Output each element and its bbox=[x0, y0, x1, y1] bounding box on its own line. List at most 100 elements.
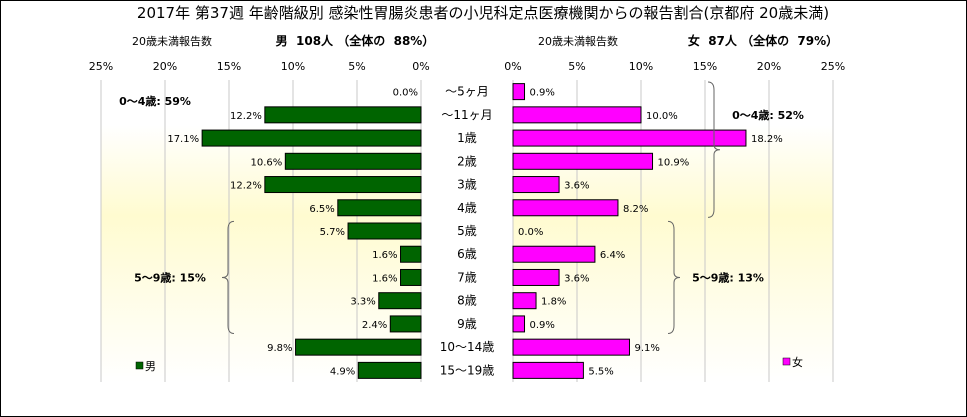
right-tick-label: 5% bbox=[568, 60, 585, 73]
male-bar bbox=[284, 152, 422, 170]
male-bar bbox=[201, 129, 422, 147]
category-label: 8歳 bbox=[457, 294, 477, 308]
right-header-label: 20歳未満報告数 bbox=[538, 35, 618, 48]
category-label: 10～14歳 bbox=[440, 340, 495, 354]
female-bar bbox=[512, 106, 642, 124]
female-group-brace bbox=[707, 81, 721, 218]
category-label: 6歳 bbox=[457, 247, 477, 261]
female-value-label: 0.9% bbox=[530, 320, 555, 331]
male-value-label: 5.7% bbox=[320, 227, 345, 238]
male-bar bbox=[264, 106, 422, 124]
male-bar bbox=[400, 268, 422, 286]
female-group-brace bbox=[667, 220, 681, 335]
axis-ticks: 25% 20% 15% 10% 5% 0% 0% 5% 10% 15% 20% 25% bbox=[89, 60, 845, 73]
male-bar bbox=[357, 361, 422, 379]
female-value-label: 9.1% bbox=[634, 343, 659, 354]
male-value-label: 6.5% bbox=[309, 204, 334, 215]
left-header-summary: 男 108人 （全体の 88%） bbox=[276, 33, 435, 48]
male-value-label: 9.8% bbox=[267, 343, 292, 354]
male-value-label: 12.2% bbox=[230, 181, 262, 192]
female-group-label: 0～4歳: 52% bbox=[732, 108, 804, 122]
female-value-label: 3.6% bbox=[564, 181, 589, 192]
category-label: ～11ヶ月 bbox=[441, 108, 492, 122]
category-label: 15～19歳 bbox=[440, 363, 495, 377]
right-header-summary: 女 87人 （全体の 79%） bbox=[688, 33, 838, 48]
female-value-label: 6.4% bbox=[600, 250, 625, 261]
category-label: 3歳 bbox=[457, 178, 477, 192]
group-annotations: 0～4歳: 59% 5～9歳: 15% 0～4歳: 52% 5～9歳: 13% bbox=[119, 81, 804, 335]
male-legend-swatch bbox=[135, 361, 144, 370]
left-tick-label: 5% bbox=[348, 60, 365, 73]
female-legend-label: 女 bbox=[792, 355, 803, 369]
category-label: 4歳 bbox=[457, 201, 477, 215]
female-value-label: 0.9% bbox=[530, 88, 555, 99]
right-tick-label: 15% bbox=[693, 60, 717, 73]
female-value-label: 1.8% bbox=[541, 297, 566, 308]
left-tick-label: 0% bbox=[412, 60, 429, 73]
female-bar bbox=[512, 315, 526, 333]
male-legend-label: 男 bbox=[145, 360, 156, 373]
left-tick-label: 10% bbox=[281, 60, 305, 73]
value-labels: 0.0% 12.2% 17.1% 10.6% 12.2% 6.5% 5.7% 1.6% 1.6%… bbox=[167, 88, 782, 378]
female-value-label: 10.0% bbox=[646, 111, 678, 122]
male-bar bbox=[400, 245, 422, 263]
male-value-label: 12.2% bbox=[230, 111, 262, 122]
female-bar bbox=[512, 199, 619, 217]
right-tick-label: 25% bbox=[821, 60, 845, 73]
female-bar bbox=[512, 361, 584, 379]
female-bar bbox=[512, 176, 560, 194]
category-label: 7歳 bbox=[457, 270, 477, 284]
right-tick-label: 0% bbox=[504, 60, 521, 73]
female-bar bbox=[512, 338, 630, 356]
male-bar bbox=[347, 222, 422, 240]
female-value-label: 3.6% bbox=[564, 273, 589, 284]
left-tick-label: 15% bbox=[217, 60, 241, 73]
female-value-label: 8.2% bbox=[623, 204, 648, 215]
category-label: 1歳 bbox=[457, 131, 477, 145]
male-bar bbox=[378, 292, 422, 310]
female-bar bbox=[512, 129, 747, 147]
male-group-brace bbox=[221, 220, 235, 335]
male-value-label: 3.3% bbox=[350, 297, 375, 308]
female-bar bbox=[512, 83, 526, 101]
female-value-label: 0.0% bbox=[518, 227, 543, 238]
female-value-label: 10.9% bbox=[658, 157, 690, 168]
category-label: 5歳 bbox=[457, 224, 477, 238]
male-value-label: 2.4% bbox=[362, 320, 387, 331]
male-bar bbox=[264, 176, 422, 194]
female-group-label: 5～9歳: 13% bbox=[692, 270, 764, 284]
male-group-label: 5～9歳: 15% bbox=[134, 270, 206, 284]
left-tick-label: 20% bbox=[153, 60, 177, 73]
female-value-label: 18.2% bbox=[751, 134, 783, 145]
male-group-label: 0～4歳: 59% bbox=[119, 94, 191, 108]
legends: 男女 bbox=[135, 355, 803, 373]
female-bar bbox=[512, 152, 654, 170]
right-tick-label: 10% bbox=[629, 60, 653, 73]
female-bar bbox=[512, 245, 596, 263]
chart-title: 2017年 第37週 年齢階級別 感染性胃腸炎患者の小児科定点医療機関からの報告… bbox=[137, 4, 829, 22]
category-label: ～5ヶ月 bbox=[445, 85, 489, 99]
male-value-label: 0.0% bbox=[393, 88, 418, 99]
female-bar bbox=[512, 292, 537, 310]
left-tick-label: 25% bbox=[89, 60, 113, 73]
male-bar bbox=[337, 199, 422, 217]
female-legend-swatch bbox=[782, 357, 791, 366]
male-value-label: 10.6% bbox=[251, 157, 283, 168]
female-bar bbox=[512, 268, 560, 286]
bars bbox=[201, 83, 747, 379]
category-label: 2歳 bbox=[457, 154, 477, 168]
male-value-label: 17.1% bbox=[167, 134, 199, 145]
male-value-label: 4.9% bbox=[330, 366, 355, 377]
male-value-label: 1.6% bbox=[372, 250, 397, 261]
female-value-label: 5.5% bbox=[588, 366, 613, 377]
right-tick-label: 20% bbox=[757, 60, 781, 73]
male-bar bbox=[295, 338, 422, 356]
left-header-label: 20歳未満報告数 bbox=[132, 35, 212, 48]
male-bar bbox=[389, 315, 422, 333]
category-labels: ～5ヶ月 ～11ヶ月 1歳 2歳 3歳 4歳 5歳 6歳 7歳 8歳 9歳 10～14歳 15～19歳 bbox=[440, 85, 495, 378]
male-value-label: 1.6% bbox=[372, 273, 397, 284]
category-label: 9歳 bbox=[457, 317, 477, 331]
right-plot-area bbox=[513, 80, 833, 382]
